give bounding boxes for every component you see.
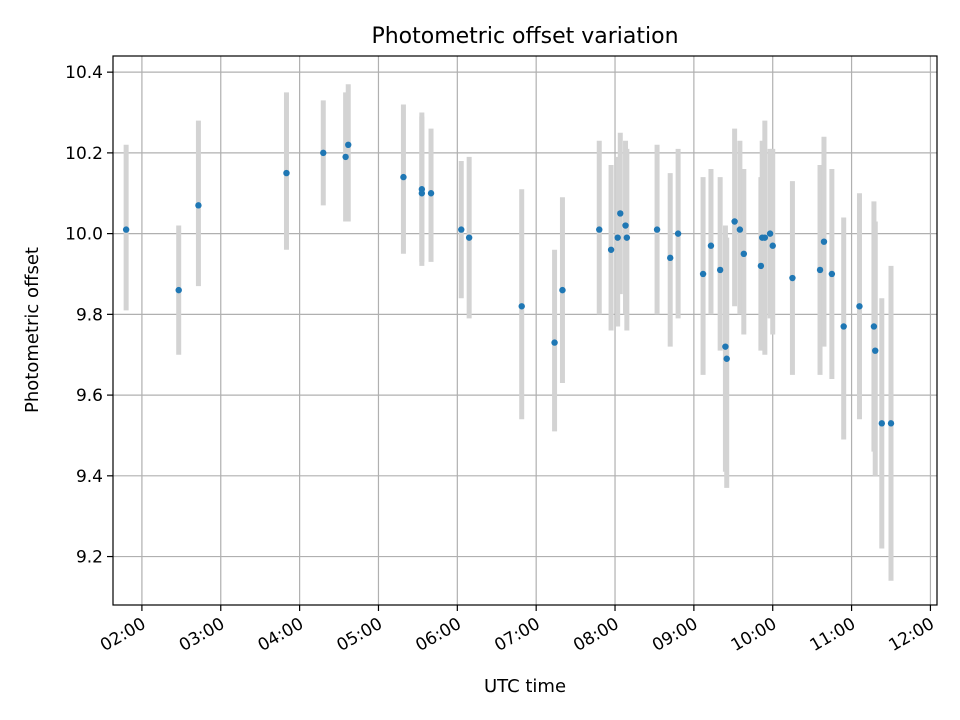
data-point <box>653 226 661 233</box>
data-point <box>856 303 863 310</box>
data-point <box>418 190 426 197</box>
data-points <box>122 141 895 427</box>
data-point <box>757 262 765 270</box>
x-tick-label: 02:00 <box>97 614 149 656</box>
data-point <box>722 343 729 350</box>
data-point <box>400 173 407 181</box>
y-tick-label: 10.2 <box>65 144 103 164</box>
x-tick-label: 12:00 <box>885 614 937 656</box>
x-tick-label: 09:00 <box>649 614 701 656</box>
error-bars <box>123 84 894 581</box>
x-tick-label: 03:00 <box>176 614 228 656</box>
data-point <box>518 303 525 310</box>
data-point <box>458 226 465 233</box>
y-tick-label: 10.4 <box>65 63 103 83</box>
data-point <box>607 246 615 253</box>
data-point <box>707 242 715 249</box>
x-tick-label: 04:00 <box>255 614 307 656</box>
data-point <box>731 218 738 225</box>
data-point <box>723 355 730 362</box>
x-tick-label: 10:00 <box>728 614 780 656</box>
data-point <box>345 141 352 149</box>
x-tick-label: 07:00 <box>491 614 543 656</box>
y-tick-label: 9.4 <box>76 467 103 487</box>
data-point <box>840 323 847 330</box>
y-tick-label: 9.2 <box>76 548 103 568</box>
data-point <box>622 222 629 229</box>
y-axis-ticks: 9.2 9.4 9.6 9.8 10.0 10.2 10.4 <box>65 63 113 568</box>
x-tick-label: 08:00 <box>570 614 622 656</box>
data-point <box>878 420 886 427</box>
y-tick-label: 9.6 <box>76 386 103 406</box>
data-point <box>175 286 182 294</box>
data-point <box>736 226 744 233</box>
data-point <box>789 274 796 282</box>
data-point <box>870 323 878 330</box>
data-point <box>887 420 895 427</box>
data-point <box>596 226 603 233</box>
data-point <box>283 169 290 177</box>
x-tick-label: 06:00 <box>412 614 464 656</box>
data-point <box>320 149 327 157</box>
data-point <box>342 153 349 161</box>
data-point <box>122 226 130 233</box>
data-point <box>761 234 769 241</box>
data-point <box>427 190 435 197</box>
data-point <box>551 339 558 346</box>
y-axis-label: Photometric offset <box>22 247 43 413</box>
x-tick-label: 05:00 <box>334 614 386 656</box>
grid-lines <box>113 56 937 605</box>
data-point <box>465 234 473 241</box>
data-point <box>872 347 879 354</box>
data-point <box>716 266 724 274</box>
data-point <box>769 242 776 249</box>
data-point <box>828 270 836 278</box>
data-point <box>667 254 674 262</box>
y-tick-label: 9.8 <box>76 305 103 325</box>
x-axis-label: UTC time <box>484 676 566 697</box>
data-point <box>699 270 707 278</box>
data-point <box>820 238 828 245</box>
data-point <box>623 234 631 241</box>
data-point <box>740 250 748 258</box>
data-point <box>816 266 824 274</box>
data-point <box>614 234 621 241</box>
data-point <box>766 230 774 237</box>
x-axis-ticks: 02:00 03:00 04:00 05:00 06:00 07:00 08:00 09:00… <box>97 605 938 656</box>
data-point <box>674 230 682 237</box>
data-point <box>559 286 566 294</box>
data-point <box>617 210 624 217</box>
plot-frame <box>112 55 938 606</box>
data-point <box>195 202 202 209</box>
x-tick-label: 11:00 <box>807 614 859 656</box>
y-tick-label: 10.0 <box>65 225 103 245</box>
chart-title: Photometric offset variation <box>371 24 678 49</box>
